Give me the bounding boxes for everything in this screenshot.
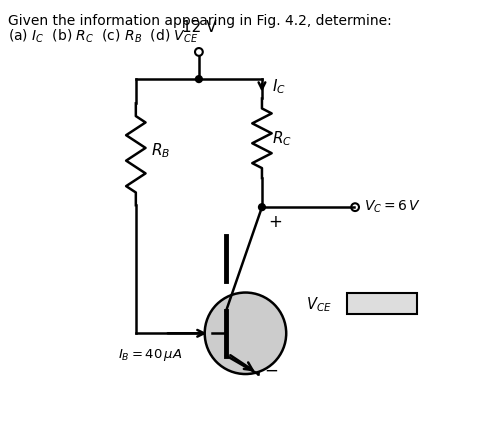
Circle shape	[259, 204, 265, 210]
Text: $V_{CE}$: $V_{CE}$	[306, 295, 331, 314]
Circle shape	[195, 76, 202, 82]
Text: $R_C$: $R_C$	[272, 129, 292, 147]
Text: $I_B = 40\,\mu A$: $I_B = 40\,\mu A$	[118, 347, 183, 363]
Text: +: +	[268, 213, 282, 231]
Text: $V_C = 6\,V$: $V_C = 6\,V$	[364, 199, 421, 215]
Text: $R_B$: $R_B$	[151, 141, 171, 160]
Text: $I_C$: $I_C$	[272, 77, 286, 96]
Text: $\beta = 80$: $\beta = 80$	[360, 294, 404, 312]
Text: (a) $I_C$  (b) $R_C$  (c) $R_B$  (d) $V_{CE}$: (a) $I_C$ (b) $R_C$ (c) $R_B$ (d) $V_{CE…	[8, 28, 198, 45]
Text: −: −	[264, 361, 278, 379]
Text: Given the information appearing in Fig. 4.2, determine:: Given the information appearing in Fig. …	[8, 14, 392, 28]
FancyBboxPatch shape	[347, 292, 417, 314]
Text: 12 V: 12 V	[182, 20, 216, 35]
Circle shape	[205, 292, 286, 374]
